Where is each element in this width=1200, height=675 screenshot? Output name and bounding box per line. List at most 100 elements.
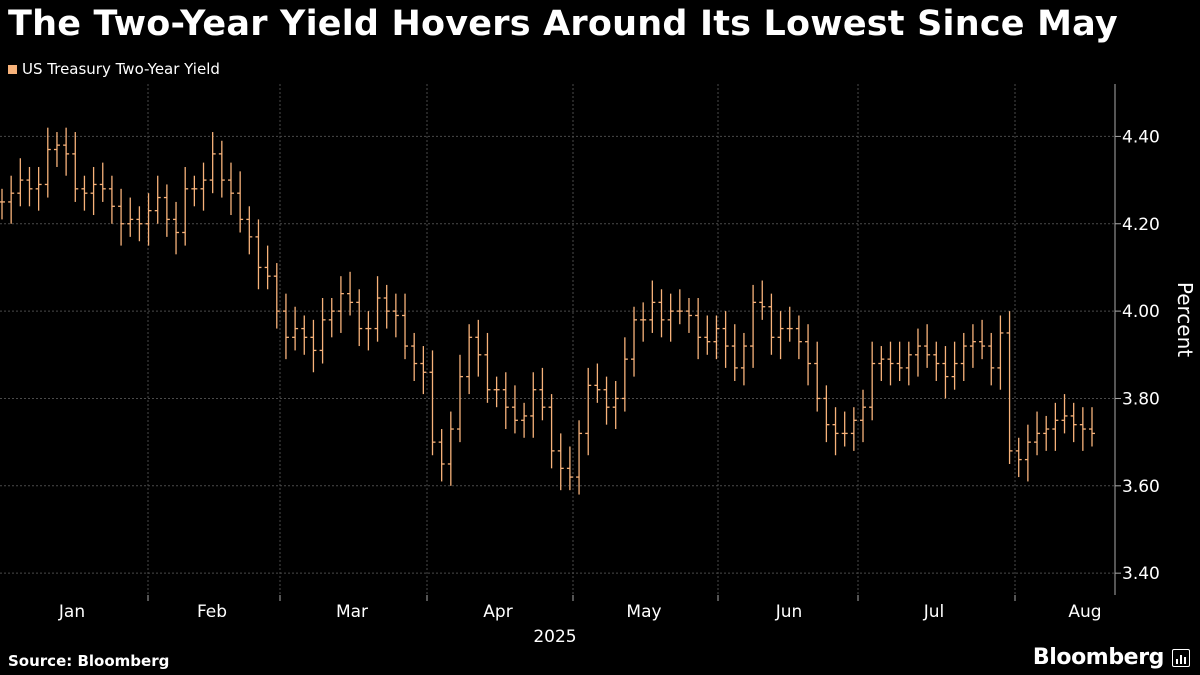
ohlc-bar xyxy=(713,315,720,360)
ohlc-bar xyxy=(420,346,427,395)
ohlc-bar xyxy=(63,127,70,176)
ohlc-bar xyxy=(695,298,702,360)
ohlc-bar xyxy=(649,280,656,333)
ohlc-bar xyxy=(191,175,198,207)
ohlc-bar xyxy=(933,341,940,381)
ohlc-bar xyxy=(1070,402,1077,443)
ohlc-bar xyxy=(832,407,839,456)
legend: US Treasury Two-Year Yield xyxy=(8,60,220,78)
ohlc-bar xyxy=(90,166,97,216)
ohlc-bar xyxy=(924,324,931,368)
ohlc-bar xyxy=(722,311,729,368)
ohlc-bar xyxy=(576,420,583,495)
ohlc-bar xyxy=(127,197,134,237)
ohlc-bar xyxy=(740,332,747,386)
ohlc-bar xyxy=(328,298,335,338)
legend-label: US Treasury Two-Year Yield xyxy=(22,60,220,78)
ohlc-bar xyxy=(438,429,445,482)
ohlc-bar xyxy=(805,324,812,386)
ohlc-bar xyxy=(676,289,683,325)
grid-layer xyxy=(0,84,1115,595)
ohlc-bar xyxy=(841,411,848,447)
ohlc-bar xyxy=(640,302,647,342)
ohlc-bar xyxy=(411,332,418,381)
y-tick-label: 4.00 xyxy=(1122,302,1160,322)
month-label: May xyxy=(626,602,661,622)
ohlc-bar xyxy=(621,337,628,412)
ohlc-bar xyxy=(8,175,15,224)
ohlc-bar xyxy=(997,315,1004,390)
ohlc-bar xyxy=(814,341,821,412)
ohlc-bar xyxy=(1024,424,1031,482)
ohlc-bar xyxy=(209,132,216,194)
month-label: Jun xyxy=(775,602,803,622)
ohlc-bar xyxy=(1043,415,1050,451)
ohlc-bar xyxy=(594,363,601,403)
series-layer xyxy=(0,127,1095,495)
ohlc-bar xyxy=(200,162,207,211)
ohlc-bar xyxy=(255,219,262,290)
ohlc-bar xyxy=(539,367,546,421)
month-label: Jan xyxy=(58,602,85,622)
ohlc-bar xyxy=(896,341,903,381)
ohlc-bar xyxy=(173,201,180,255)
ohlc-bar xyxy=(81,175,88,211)
ohlc-bar xyxy=(292,306,299,351)
ohlc-bar xyxy=(337,276,344,333)
ohlc-bar xyxy=(759,280,766,320)
ohlc-bar xyxy=(612,380,619,430)
ohlc-bar xyxy=(99,162,106,202)
y-tick-label: 3.40 xyxy=(1122,564,1160,584)
ohlc-bar xyxy=(850,407,857,451)
ohlc-bar xyxy=(951,341,958,390)
ohlc-bar xyxy=(860,389,867,443)
ohlc-bar xyxy=(1079,407,1086,451)
ohlc-bar xyxy=(585,367,592,456)
y-tick-label: 4.20 xyxy=(1122,215,1160,235)
y-tick-label: 4.40 xyxy=(1122,127,1160,147)
ohlc-bar xyxy=(310,319,317,373)
brand-wordmark: Bloomberg xyxy=(1032,645,1165,670)
ohlc-bar xyxy=(392,293,399,338)
ohlc-bar xyxy=(667,293,674,342)
ohlc-bar xyxy=(26,166,33,207)
ohlc-bar xyxy=(17,158,24,207)
ohlc-bar xyxy=(319,298,326,364)
ohlc-bar xyxy=(942,346,949,399)
ohlc-bar xyxy=(786,306,793,342)
month-label: Aug xyxy=(1068,602,1101,622)
ohlc-bar xyxy=(44,127,51,198)
ohlc-bar xyxy=(145,193,152,246)
ohlc-bar xyxy=(869,341,876,421)
ohlc-bar xyxy=(969,324,976,368)
source-note: Source: Bloomberg xyxy=(8,652,170,670)
ohlc-bar xyxy=(603,376,610,425)
ohlc-bar xyxy=(35,166,42,211)
ohlc-bar xyxy=(182,166,189,246)
ohlc-bar xyxy=(1015,437,1022,478)
ohlc-bar xyxy=(72,132,79,202)
ohlc-bar xyxy=(301,315,308,355)
ohlc-bar xyxy=(227,162,234,216)
ohlc-bar xyxy=(960,332,967,381)
ohlc-bar xyxy=(502,372,509,430)
brand-logo: Bloomberg xyxy=(1033,645,1190,670)
ohlc-bar xyxy=(658,289,665,338)
month-label: Jul xyxy=(923,602,945,622)
ohlc-bar xyxy=(456,354,463,443)
ohlc-bar xyxy=(347,271,354,316)
ohlc-bar xyxy=(402,293,409,360)
ohlc-bar xyxy=(557,433,564,491)
ohlc-bar xyxy=(1034,411,1041,456)
ohlc-bar xyxy=(136,206,143,242)
legend-swatch xyxy=(8,64,17,74)
ohlc-bar xyxy=(905,341,912,386)
ohlc-bar xyxy=(163,184,170,237)
ohlc-bar xyxy=(704,315,711,355)
ohlc-bar xyxy=(887,341,894,386)
ohlc-bar xyxy=(631,306,638,377)
ohlc-bar xyxy=(264,245,271,290)
ohlc-bar xyxy=(1006,311,1013,464)
ohlc-bar xyxy=(685,298,692,333)
ohlc-bar xyxy=(914,328,921,377)
